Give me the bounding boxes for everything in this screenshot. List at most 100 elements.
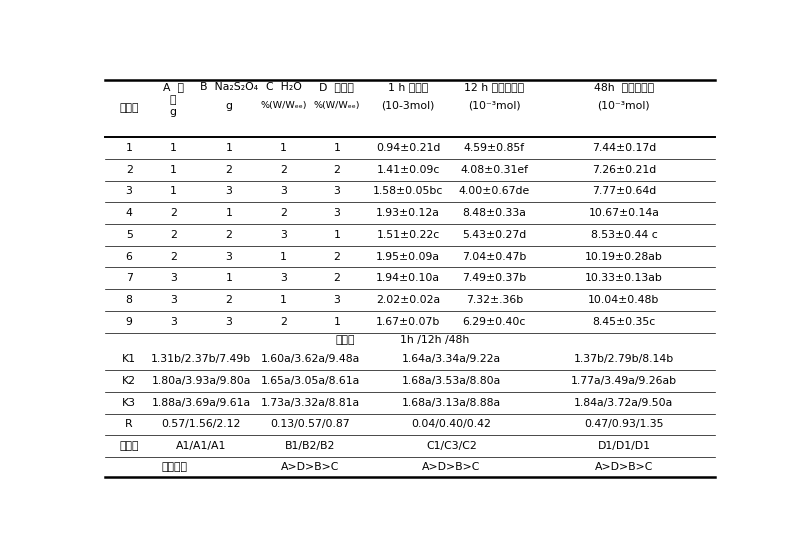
Text: 12 h 饱和吸氧量: 12 h 饱和吸氧量 <box>464 82 524 92</box>
Text: 1: 1 <box>334 317 340 327</box>
Text: 0.47/0.93/1.35: 0.47/0.93/1.35 <box>584 420 664 429</box>
Text: 1.51±0.22c: 1.51±0.22c <box>377 230 440 240</box>
Text: A>D>B>C: A>D>B>C <box>281 462 339 472</box>
Text: 1.60a/3.62a/9.48a: 1.60a/3.62a/9.48a <box>261 354 360 364</box>
Text: A  铁: A 铁 <box>162 82 184 92</box>
Text: K3: K3 <box>122 398 136 408</box>
Text: 3: 3 <box>226 317 232 327</box>
Text: 1.93±0.12a: 1.93±0.12a <box>376 208 440 218</box>
Text: 2: 2 <box>226 165 232 175</box>
Text: 3: 3 <box>334 295 340 305</box>
Text: K2: K2 <box>122 376 136 386</box>
Text: 7.49±0.37b: 7.49±0.37b <box>462 273 526 283</box>
Text: 1.58±0.05bc: 1.58±0.05bc <box>373 186 443 197</box>
Text: 3: 3 <box>334 186 340 197</box>
Text: 1.84a/3.72a/9.50a: 1.84a/3.72a/9.50a <box>574 398 674 408</box>
Text: 1: 1 <box>280 143 287 153</box>
Text: 1: 1 <box>226 143 232 153</box>
Text: 7.04±0.47b: 7.04±0.47b <box>462 251 526 262</box>
Text: R: R <box>126 420 133 429</box>
Text: 试验号: 试验号 <box>119 104 139 113</box>
Text: 優水平: 優水平 <box>119 441 139 451</box>
Text: 1: 1 <box>170 143 177 153</box>
Text: 3: 3 <box>280 230 287 240</box>
Text: 1.64a/3.34a/9.22a: 1.64a/3.34a/9.22a <box>402 354 501 364</box>
Text: 2: 2 <box>170 208 177 218</box>
Text: D  活性炭: D 活性炭 <box>319 82 354 92</box>
Text: A>D>B>C: A>D>B>C <box>594 462 653 472</box>
Text: 1.77a/3.49a/9.26ab: 1.77a/3.49a/9.26ab <box>571 376 677 386</box>
Text: 0.57/1.56/2.12: 0.57/1.56/2.12 <box>162 420 241 429</box>
Text: 4: 4 <box>126 208 133 218</box>
Text: 1: 1 <box>280 295 287 305</box>
Text: 1h /12h /48h: 1h /12h /48h <box>400 335 470 345</box>
Text: 1.73a/3.32a/8.81a: 1.73a/3.32a/8.81a <box>261 398 360 408</box>
Text: 1 h 吸氧量: 1 h 吸氧量 <box>388 82 428 92</box>
Text: B1/B2/B2: B1/B2/B2 <box>285 441 335 451</box>
Text: 4.00±0.67de: 4.00±0.67de <box>458 186 530 197</box>
Text: (10-3mol): (10-3mol) <box>382 101 435 111</box>
Text: 1.94±0.10a: 1.94±0.10a <box>376 273 440 283</box>
Text: 1.88a/3.69a/9.61a: 1.88a/3.69a/9.61a <box>151 398 250 408</box>
Text: 10.33±0.13ab: 10.33±0.13ab <box>585 273 663 283</box>
Text: 3: 3 <box>226 251 232 262</box>
Text: (10⁻³mol): (10⁻³mol) <box>468 101 521 111</box>
Text: 9: 9 <box>126 317 133 327</box>
Text: 1.67±0.07b: 1.67±0.07b <box>376 317 440 327</box>
Text: 主次顺序: 主次顺序 <box>162 462 187 472</box>
Text: 6.29±0.40c: 6.29±0.40c <box>462 317 526 327</box>
Text: 2: 2 <box>170 230 177 240</box>
Text: 吸氧量: 吸氧量 <box>335 335 354 345</box>
Text: 2: 2 <box>226 230 232 240</box>
Text: 4.08±0.31ef: 4.08±0.31ef <box>460 165 528 175</box>
Text: 2: 2 <box>334 273 340 283</box>
Text: 1.80a/3.93a/9.80a: 1.80a/3.93a/9.80a <box>151 376 250 386</box>
Text: 1: 1 <box>226 208 232 218</box>
Text: 1: 1 <box>170 186 177 197</box>
Text: 10.04±0.48b: 10.04±0.48b <box>588 295 659 305</box>
Text: B  Na₂S₂O₄: B Na₂S₂O₄ <box>200 82 258 92</box>
Text: A1/A1/A1: A1/A1/A1 <box>176 441 226 451</box>
Text: 2: 2 <box>280 165 287 175</box>
Text: 2: 2 <box>226 295 232 305</box>
Text: 3: 3 <box>334 208 340 218</box>
Text: 1.37b/2.79b/8.14b: 1.37b/2.79b/8.14b <box>574 354 674 364</box>
Text: 1: 1 <box>280 251 287 262</box>
Text: 3: 3 <box>226 186 232 197</box>
Text: %(W/Wₑₑ): %(W/Wₑₑ) <box>260 101 306 111</box>
Text: 3: 3 <box>170 317 177 327</box>
Text: 48h  饱和吸氧量: 48h 饱和吸氧量 <box>594 82 654 92</box>
Text: 1.95±0.09a: 1.95±0.09a <box>376 251 440 262</box>
Text: 8.48±0.33a: 8.48±0.33a <box>462 208 526 218</box>
Text: g: g <box>170 107 177 117</box>
Text: C1/C3/C2: C1/C3/C2 <box>426 441 477 451</box>
Text: D1/D1/D1: D1/D1/D1 <box>598 441 650 451</box>
Text: 8.45±0.35c: 8.45±0.35c <box>592 317 655 327</box>
Text: 3: 3 <box>170 295 177 305</box>
Text: (10⁻³mol): (10⁻³mol) <box>598 101 650 111</box>
Text: 2: 2 <box>170 251 177 262</box>
Text: 4.59±0.85f: 4.59±0.85f <box>464 143 525 153</box>
Text: 5.43±0.27d: 5.43±0.27d <box>462 230 526 240</box>
Text: 2: 2 <box>280 208 287 218</box>
Text: 粉: 粉 <box>170 95 177 105</box>
Text: 7.44±0.17d: 7.44±0.17d <box>592 143 656 153</box>
Text: 2: 2 <box>334 251 340 262</box>
Text: 0.94±0.21d: 0.94±0.21d <box>376 143 440 153</box>
Text: 1: 1 <box>334 230 340 240</box>
Text: 1.41±0.09c: 1.41±0.09c <box>377 165 440 175</box>
Text: 7: 7 <box>126 273 133 283</box>
Text: %(W/Wₑₑ): %(W/Wₑₑ) <box>314 101 360 111</box>
Text: 3: 3 <box>280 186 287 197</box>
Text: 3: 3 <box>126 186 133 197</box>
Text: 10.19±0.28ab: 10.19±0.28ab <box>585 251 663 262</box>
Text: 0.04/0.40/0.42: 0.04/0.40/0.42 <box>412 420 491 429</box>
Text: 3: 3 <box>170 273 177 283</box>
Text: 1: 1 <box>126 143 133 153</box>
Text: g: g <box>226 101 233 111</box>
Text: 7.26±0.21d: 7.26±0.21d <box>592 165 656 175</box>
Text: 7.77±0.64d: 7.77±0.64d <box>592 186 656 197</box>
Text: 2.02±0.02a: 2.02±0.02a <box>376 295 440 305</box>
Text: 10.67±0.14a: 10.67±0.14a <box>589 208 659 218</box>
Text: 8.53±0.44 c: 8.53±0.44 c <box>590 230 658 240</box>
